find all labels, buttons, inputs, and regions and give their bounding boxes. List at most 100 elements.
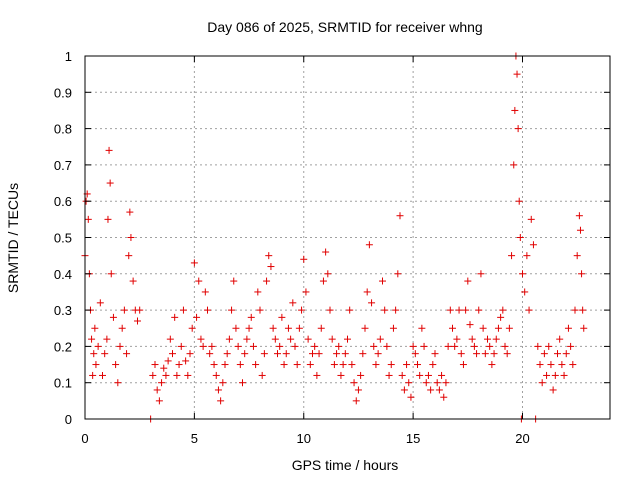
data-point (304, 335, 312, 343)
data-point (197, 335, 205, 343)
data-point (564, 324, 572, 332)
x-tick-label: 0 (81, 431, 88, 446)
data-point (126, 208, 134, 216)
data-point (515, 197, 523, 205)
data-point (319, 277, 327, 285)
data-point (171, 313, 179, 321)
data-point (99, 371, 106, 379)
data-point (523, 252, 531, 260)
data-point (442, 379, 450, 387)
data-point (249, 342, 257, 350)
data-point (151, 361, 159, 369)
data-point (164, 357, 172, 365)
data-point (420, 342, 428, 350)
data-point (193, 313, 201, 321)
data-point (241, 350, 249, 358)
data-point (228, 306, 236, 314)
data-point (269, 324, 277, 332)
data-point (387, 361, 395, 369)
data-point (234, 342, 242, 350)
data-point (134, 317, 141, 325)
data-point (357, 371, 365, 379)
data-point (579, 306, 587, 314)
data-point (173, 371, 181, 379)
y-tick-label: 0.8 (54, 122, 72, 137)
data-point (328, 335, 336, 343)
data-point (473, 350, 481, 358)
data-point (394, 270, 402, 278)
data-point (562, 350, 570, 358)
data-point (158, 379, 166, 387)
data-point (295, 324, 303, 332)
data-point (575, 212, 583, 220)
data-point (263, 277, 271, 285)
x-axis-label: GPS time / hours (292, 457, 399, 473)
data-point (265, 252, 273, 260)
data-point (278, 313, 286, 321)
data-point (543, 371, 551, 379)
data-point (112, 361, 120, 369)
data-point (344, 335, 351, 343)
data-point (311, 342, 319, 350)
data-point (501, 342, 509, 350)
data-point (352, 397, 360, 405)
data-point (271, 335, 279, 343)
data-point (383, 342, 391, 350)
data-point (258, 371, 266, 379)
data-point (427, 386, 435, 394)
x-tick-label: 15 (406, 431, 420, 446)
data-point (409, 342, 417, 350)
data-point (492, 335, 500, 343)
data-point (247, 313, 255, 321)
data-point (580, 324, 588, 332)
data-point (206, 350, 214, 358)
data-point (333, 350, 341, 358)
data-point (116, 342, 124, 350)
data-point (274, 350, 281, 358)
data-point (120, 306, 128, 314)
data-point (521, 288, 529, 296)
data-point (89, 371, 97, 379)
data-point (280, 361, 288, 369)
data-point (105, 146, 113, 154)
data-point (184, 371, 192, 379)
data-point (484, 335, 491, 343)
data-point (195, 277, 203, 285)
data-point (236, 361, 244, 369)
data-point (503, 350, 511, 358)
data-point (381, 306, 389, 314)
data-point (525, 306, 533, 314)
data-point (201, 288, 209, 296)
y-tick-label: 0.7 (54, 158, 72, 173)
data-point (309, 350, 316, 358)
data-point (481, 350, 489, 358)
data-point (210, 361, 218, 369)
data-point (101, 350, 109, 358)
data-point (424, 371, 432, 379)
data-point (407, 393, 415, 401)
data-point (411, 350, 419, 358)
data-point (107, 270, 115, 278)
data-point (514, 125, 522, 133)
data-point (293, 361, 301, 369)
data-point (287, 335, 295, 343)
data-point (182, 357, 190, 365)
data-point (155, 397, 163, 405)
data-point (341, 350, 349, 358)
data-point (106, 179, 114, 187)
data-point (513, 70, 521, 78)
data-point (313, 371, 321, 379)
data-point (429, 361, 437, 369)
data-point (556, 335, 564, 343)
data-point (127, 234, 135, 241)
y-tick-label: 0.5 (54, 231, 72, 246)
data-point (153, 386, 161, 394)
data-point (455, 306, 463, 314)
data-point (365, 241, 373, 249)
data-point (551, 371, 559, 379)
data-point (289, 299, 297, 307)
data-point (368, 299, 376, 307)
data-point (414, 361, 421, 369)
data-point (376, 335, 384, 343)
